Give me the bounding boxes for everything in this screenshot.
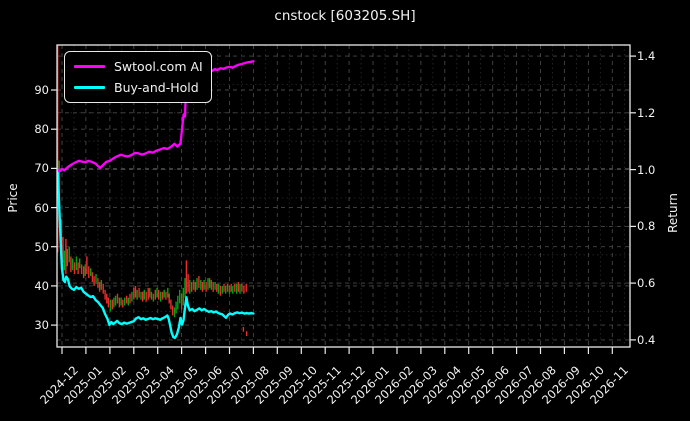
y-right-tick-label: 1.2 <box>637 105 656 120</box>
y-left-tick-label: 30 <box>34 318 49 333</box>
y-left-tick-label: 70 <box>34 161 49 176</box>
y-left-tick-label: 50 <box>34 239 49 254</box>
y-right-tick-label: 0.6 <box>637 276 656 291</box>
chart-title: cnstock [603205.SH] <box>274 8 416 24</box>
y-left-tick-label: 80 <box>34 122 49 137</box>
legend-item-swtool-ai: Swtool.com AI <box>74 59 203 74</box>
grid-minor <box>57 45 630 347</box>
y-left-tick-label: 90 <box>34 83 49 97</box>
series-buy-and-hold <box>57 168 255 340</box>
y-right-tick-label: 0.4 <box>637 332 656 347</box>
y-right-tick-label: 0.8 <box>637 219 656 234</box>
legend-item-buy-and-hold: Buy-and-Hold <box>74 80 203 95</box>
price-ohlc-bars <box>57 45 248 336</box>
legend-line-swatch-bh <box>74 85 105 90</box>
y-left-tick-label: 40 <box>34 278 49 293</box>
legend-label-ai: Swtool.com AI <box>114 59 203 74</box>
plot-border <box>56 44 631 348</box>
tick-marks <box>51 55 636 354</box>
legend: Swtool.com AI Buy-and-Hold <box>64 51 212 103</box>
legend-line-swatch-ai <box>74 64 105 69</box>
legend-label-bh: Buy-and-Hold <box>114 80 199 95</box>
y-left-tick-label: 60 <box>34 200 49 215</box>
y-right-tick-label: 1.0 <box>637 162 656 177</box>
series-swtool-ai <box>57 60 255 173</box>
y-right-tick-label: 1.4 <box>637 49 656 64</box>
